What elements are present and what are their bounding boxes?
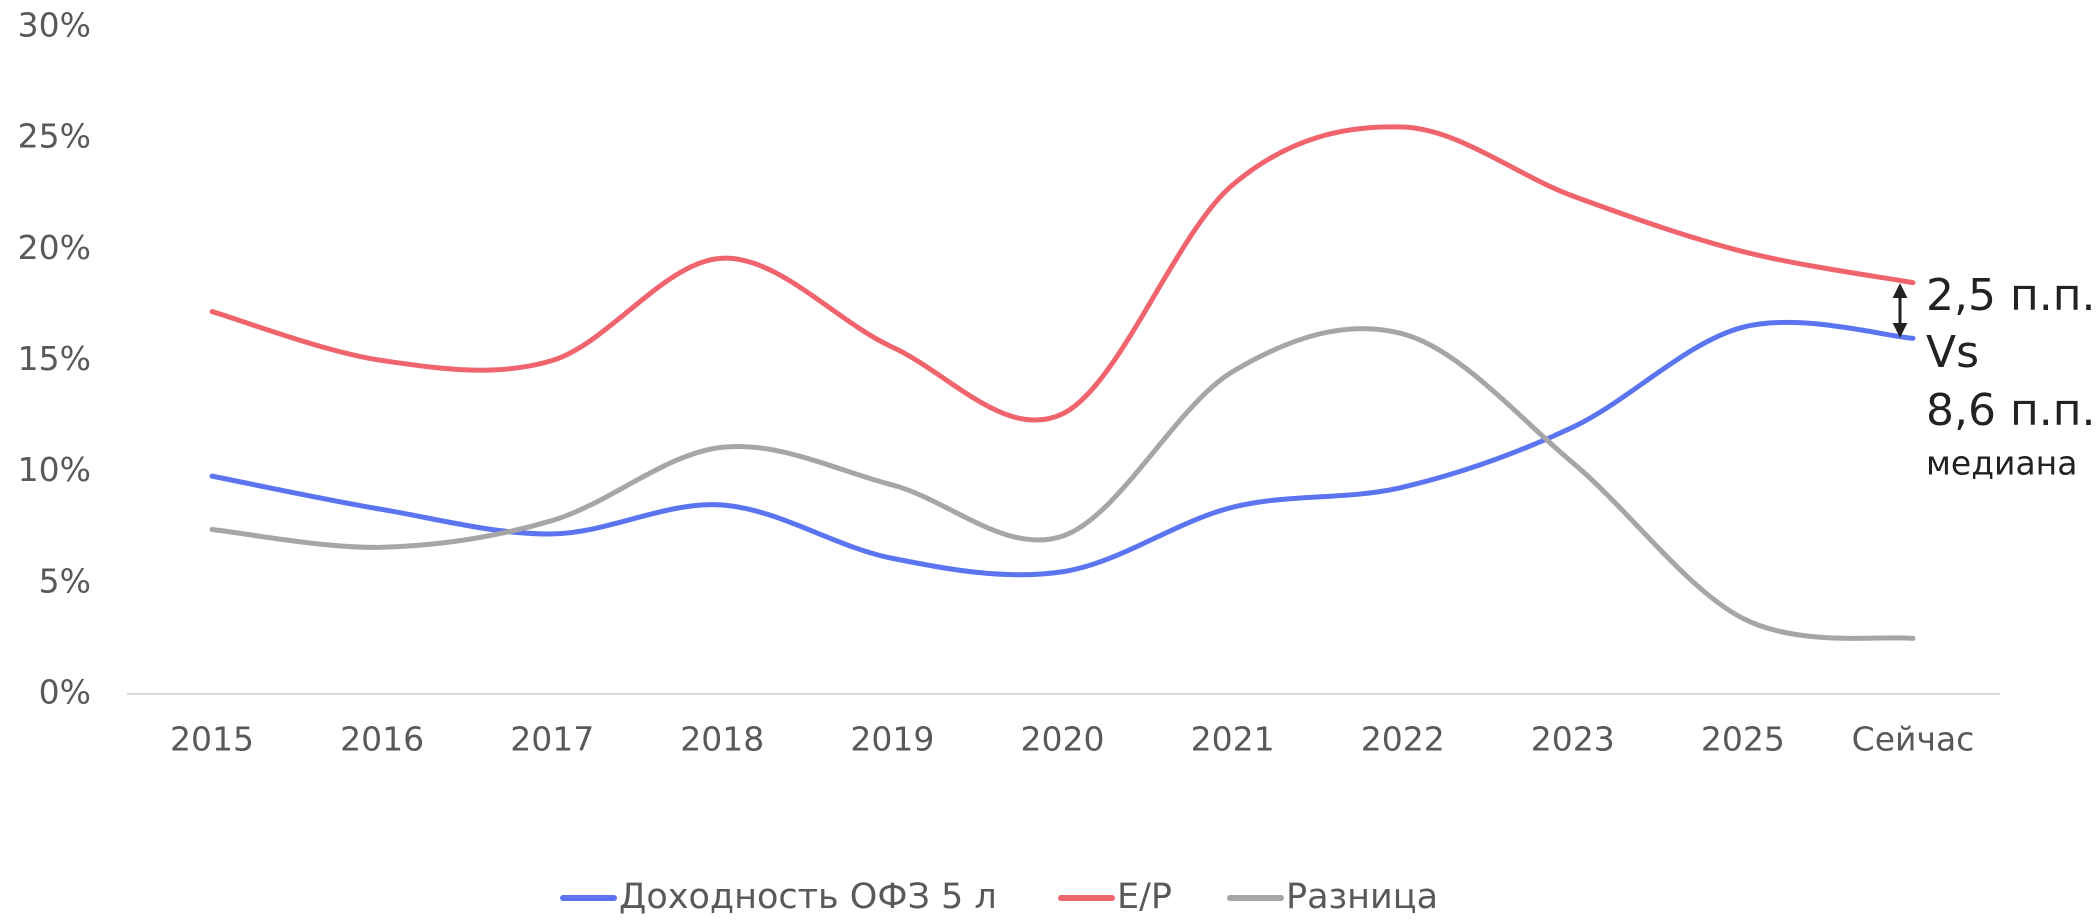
y-tick-label: 10% [18,450,91,489]
x-tick-label: 2015 [170,720,254,759]
y-tick-label: 5% [39,561,91,600]
annotation: 2,5 п.п. [1926,270,2095,321]
line-series [209,326,1916,641]
y-tick-label: 0% [39,673,91,712]
x-tick-label: 2018 [680,720,764,759]
legend-label: Доходность ОФЗ 5 л [619,877,997,917]
x-tick-label: 2022 [1361,720,1445,759]
x-tick-label: 2020 [1021,720,1105,759]
x-tick-label: 2016 [340,720,424,759]
y-tick-label: 30% [18,6,91,45]
line-series [209,124,1916,423]
x-tick-label: 2017 [510,720,594,759]
x-tick-label: 2021 [1191,720,1275,759]
legend-label: E/P [1117,877,1172,917]
annotation: Vs [1926,327,1979,378]
y-tick-label: 25% [18,117,91,156]
y-tick-label: 15% [18,339,91,378]
y-tick-label: 20% [18,228,91,267]
x-tick-label: Сейчас [1852,720,1975,759]
x-tick-label: 2023 [1531,720,1615,759]
x-tick-label: 2025 [1701,720,1785,759]
x-tick-label: 2019 [850,720,934,759]
legend-label: Разница [1286,877,1438,917]
annotation: медиана [1926,444,2077,483]
annotation: 8,6 п.п. [1926,385,2095,436]
